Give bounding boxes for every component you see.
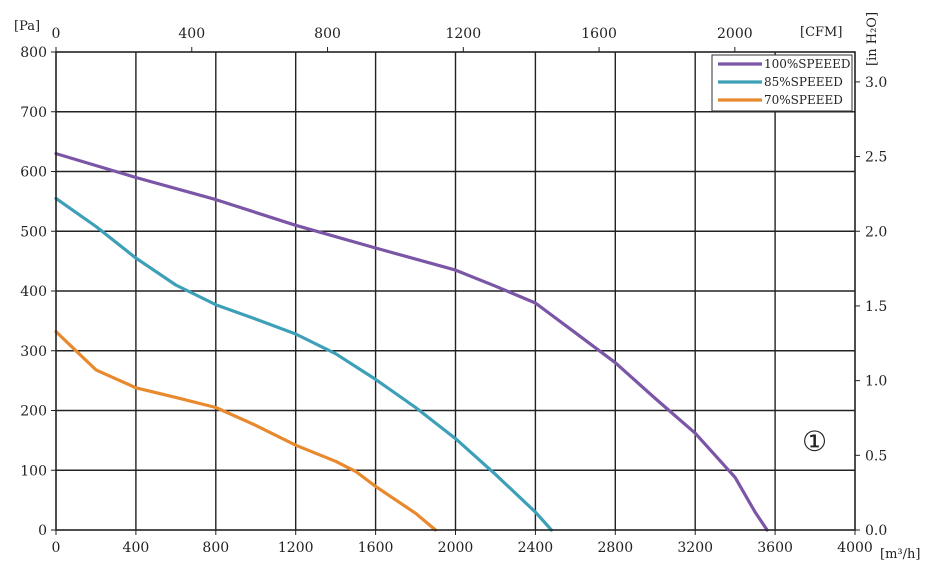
right-tick-label: 1.5 xyxy=(865,299,887,315)
top-tick-label: 800 xyxy=(314,26,341,42)
y-tick-label: 300 xyxy=(20,344,47,360)
right-tick-label: 2.5 xyxy=(865,150,887,166)
right-tick-label: 0.0 xyxy=(865,523,887,539)
y-tick-label: 200 xyxy=(20,404,47,420)
top-tick-label: 2000 xyxy=(717,26,753,42)
x-tick-label: 2400 xyxy=(518,540,554,556)
top-tick-label: 0 xyxy=(52,26,61,42)
curve-number-label: ① xyxy=(802,425,827,458)
x-tick-label: 2800 xyxy=(597,540,633,556)
legend-label: 100%SPEEED xyxy=(764,57,851,71)
legend-label: 85%SPEEED xyxy=(764,75,843,89)
legend-label: 70%SPEEED xyxy=(764,93,843,107)
series-line-3 xyxy=(54,330,438,532)
x-tick-label: 400 xyxy=(123,540,150,556)
y-tick-label: 100 xyxy=(20,463,47,479)
x-tick-label: 4000 xyxy=(837,540,873,556)
series-line-1 xyxy=(54,152,769,532)
x-tick-label: 3200 xyxy=(677,540,713,556)
x-tick-label: 3600 xyxy=(757,540,793,556)
series-line-2 xyxy=(54,196,554,532)
left-axis-ticks: 0 100 200 300 400 500 600 700 800 xyxy=(20,45,56,539)
y-tick-label: 600 xyxy=(20,165,47,181)
right-tick-label: 1.0 xyxy=(865,374,887,390)
legend: 100%SPEEED 85%SPEEED 70%SPEEED xyxy=(711,54,853,112)
right-tick-label: 0.5 xyxy=(865,448,887,464)
left-axis-unit: [Pa] xyxy=(14,19,40,34)
x-tick-label: 0 xyxy=(52,540,61,556)
grid-lines xyxy=(56,52,855,530)
y-tick-label: 400 xyxy=(20,284,47,300)
y-tick-label: 800 xyxy=(20,45,47,61)
y-tick-label: 0 xyxy=(38,523,47,539)
top-tick-label: 1200 xyxy=(445,26,481,42)
bottom-axis-unit: [m³/h] xyxy=(880,547,920,562)
top-axis-ticks: 0 400 800 1200 1600 2000 xyxy=(52,26,753,52)
x-tick-label: 2000 xyxy=(438,540,474,556)
bottom-axis-ticks: 0 400 800 1200 1600 2000 2400 2800 3200 3600 4000 xyxy=(52,530,873,556)
top-tick-label: 400 xyxy=(178,26,205,42)
x-tick-label: 1200 xyxy=(278,540,314,556)
y-tick-label: 700 xyxy=(20,105,47,121)
plot-frame xyxy=(55,51,856,531)
right-axis-ticks: 0.0 0.5 1.0 1.5 2.0 2.5 3.0 xyxy=(855,75,887,539)
top-axis-unit: [CFM] xyxy=(800,25,842,40)
right-tick-label: 2.0 xyxy=(865,224,887,240)
y-tick-label: 500 xyxy=(20,224,47,240)
x-tick-label: 1600 xyxy=(358,540,394,556)
series-lines xyxy=(54,152,769,532)
top-tick-label: 1600 xyxy=(581,26,617,42)
right-tick-label: 3.0 xyxy=(865,75,887,91)
right-axis-unit: [in H₂O] xyxy=(865,12,880,66)
x-tick-label: 800 xyxy=(202,540,229,556)
